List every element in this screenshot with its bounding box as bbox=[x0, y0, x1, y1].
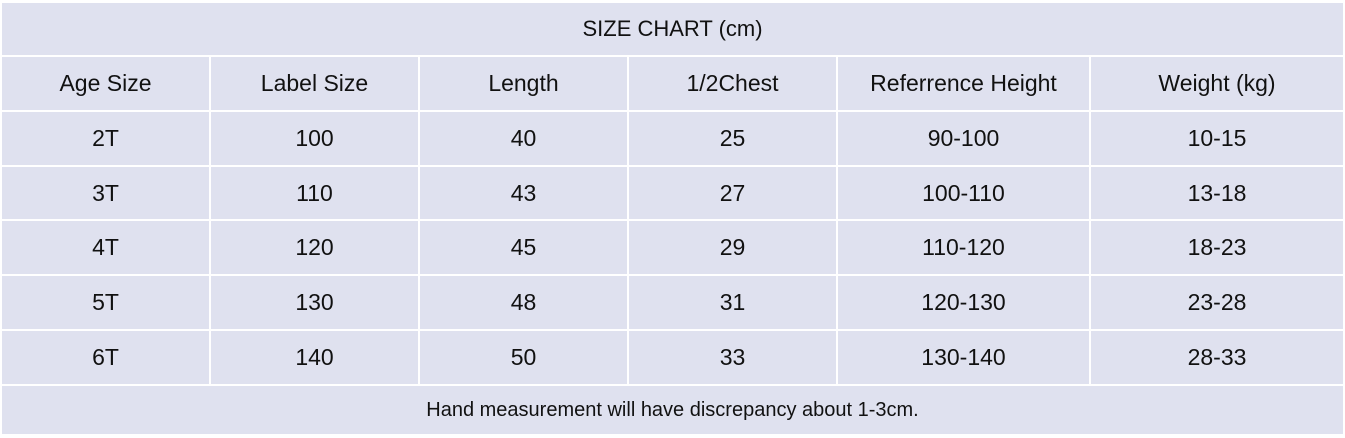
data-cell: 27 bbox=[629, 166, 836, 220]
header-cell: 1/2Chest bbox=[629, 56, 836, 110]
data-cell: 140 bbox=[211, 331, 418, 385]
data-row: 3T 110 43 27 100-110 13-18 bbox=[2, 166, 1344, 220]
data-cell: 23-28 bbox=[1091, 276, 1344, 330]
data-cell: 100-110 bbox=[838, 166, 1089, 220]
header-cell: Label Size bbox=[211, 56, 418, 110]
data-cell: 13-18 bbox=[1091, 166, 1344, 220]
data-cell: 10-15 bbox=[1091, 111, 1344, 165]
data-cell: 110-120 bbox=[838, 221, 1089, 275]
title-row: SIZE CHART (cm) bbox=[2, 3, 1344, 55]
data-cell: 48 bbox=[420, 276, 627, 330]
data-cell: 45 bbox=[420, 221, 627, 275]
data-cell: 110 bbox=[211, 166, 418, 220]
data-cell: 120-130 bbox=[838, 276, 1089, 330]
data-cell: 25 bbox=[629, 111, 836, 165]
data-cell: 130 bbox=[211, 276, 418, 330]
data-cell: 4T bbox=[2, 221, 209, 275]
data-cell: 29 bbox=[629, 221, 836, 275]
header-cell: Age Size bbox=[2, 56, 209, 110]
data-row: 4T 120 45 29 110-120 18-23 bbox=[2, 221, 1344, 275]
data-cell: 90-100 bbox=[838, 111, 1089, 165]
data-cell: 33 bbox=[629, 331, 836, 385]
data-cell: 6T bbox=[2, 331, 209, 385]
footer-row: Hand measurement will have discrepancy a… bbox=[2, 386, 1344, 434]
data-cell: 5T bbox=[2, 276, 209, 330]
data-row: 5T 130 48 31 120-130 23-28 bbox=[2, 276, 1344, 330]
header-cell: Length bbox=[420, 56, 627, 110]
data-cell: 120 bbox=[211, 221, 418, 275]
data-cell: 3T bbox=[2, 166, 209, 220]
table-body: SIZE CHART (cm) Age Size Label Size Length… bbox=[2, 3, 1344, 434]
data-cell: 40 bbox=[420, 111, 627, 165]
data-cell: 31 bbox=[629, 276, 836, 330]
header-cell: Referrence Height bbox=[838, 56, 1089, 110]
data-cell: 130-140 bbox=[838, 331, 1089, 385]
data-cell: 18-23 bbox=[1091, 221, 1344, 275]
data-cell: 28-33 bbox=[1091, 331, 1344, 385]
data-row: 2T 100 40 25 90-100 10-15 bbox=[2, 111, 1344, 165]
data-cell: 50 bbox=[420, 331, 627, 385]
data-row: 6T 140 50 33 130-140 28-33 bbox=[2, 331, 1344, 385]
header-cell: Weight (kg) bbox=[1091, 56, 1344, 110]
header-row: Age Size Label Size Length 1/2Chest Referren… bbox=[2, 56, 1344, 110]
data-cell: 2T bbox=[2, 111, 209, 165]
data-cell: 43 bbox=[420, 166, 627, 220]
footer-note: Hand measurement will have discrepancy a… bbox=[2, 386, 1344, 434]
data-cell: 100 bbox=[211, 111, 418, 165]
table-title: SIZE CHART (cm) bbox=[2, 3, 1344, 55]
